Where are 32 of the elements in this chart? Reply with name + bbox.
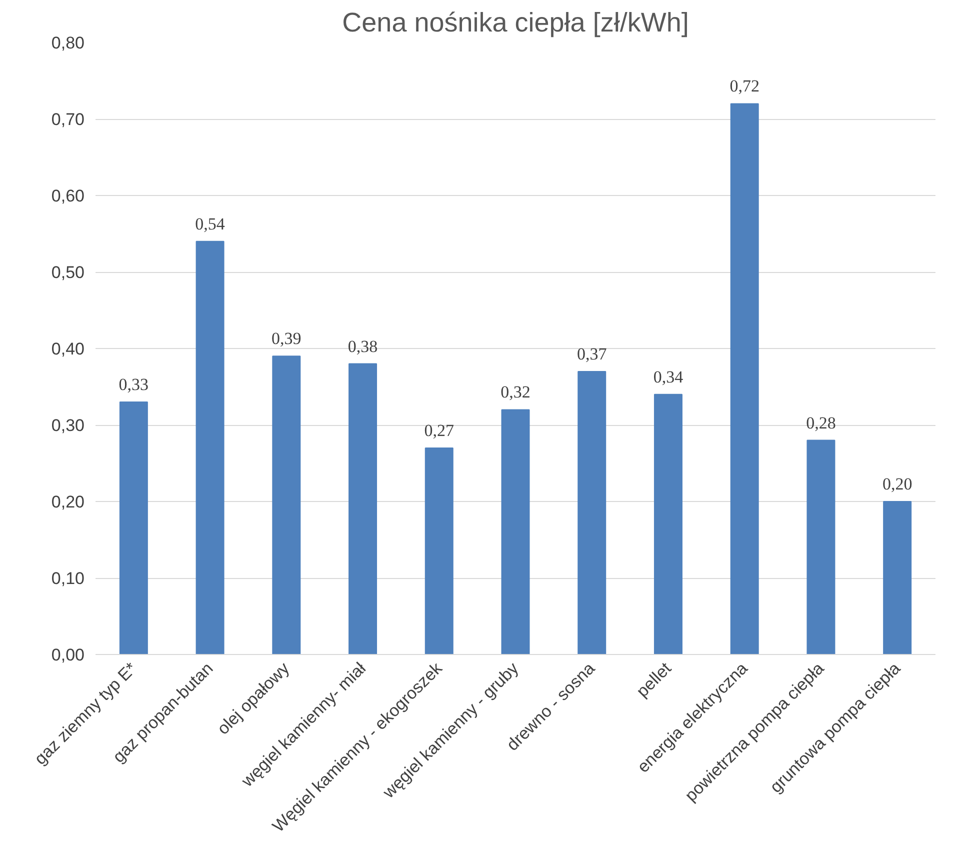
y-tick-label: 0,20 <box>51 492 85 512</box>
bar <box>272 356 301 654</box>
y-tick-label: 0,30 <box>51 416 85 435</box>
data-label: 0,27 <box>424 420 455 440</box>
data-label: 0,34 <box>653 367 684 386</box>
bar <box>501 409 530 654</box>
data-label: 0,54 <box>195 214 226 234</box>
y-tick-label: 0,00 <box>51 646 85 664</box>
bar <box>654 394 682 654</box>
y-tick-label: 0,70 <box>51 110 85 129</box>
data-label: 0,72 <box>730 76 760 96</box>
data-label: 0,33 <box>118 375 149 394</box>
bar <box>348 363 378 654</box>
data-label: 0,20 <box>882 474 912 494</box>
bar <box>730 103 759 654</box>
y-tick-label: 0,40 <box>51 340 85 358</box>
bar <box>806 440 836 654</box>
data-label: 0,39 <box>272 329 302 348</box>
y-tick-label: 0,60 <box>51 186 85 206</box>
bar <box>578 370 606 654</box>
chart-title: Cena nośnika ciepła [zł/kWh] <box>342 8 689 38</box>
data-label: 0,38 <box>348 336 378 356</box>
bar <box>196 240 224 654</box>
y-tick-label: 0,10 <box>51 569 85 588</box>
bar <box>883 501 912 654</box>
bar <box>119 402 148 654</box>
data-label: 0,32 <box>500 382 530 402</box>
y-tick-label: 0,80 <box>51 34 85 52</box>
y-tick-label: 0,50 <box>51 263 85 282</box>
bar <box>424 447 454 654</box>
data-label: 0,28 <box>806 413 836 432</box>
data-label: 0,37 <box>576 344 608 364</box>
